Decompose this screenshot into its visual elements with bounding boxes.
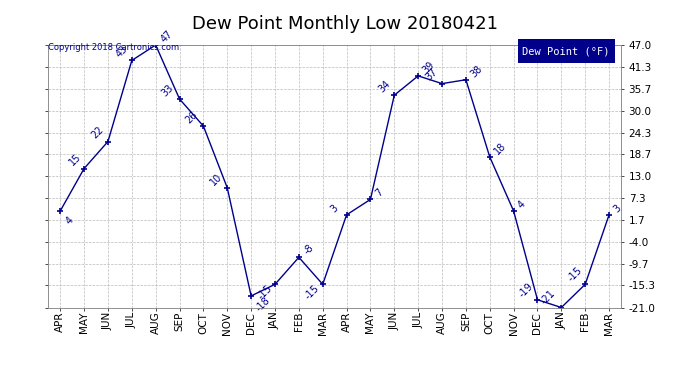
Text: 39: 39 — [421, 59, 437, 75]
Text: 4: 4 — [516, 199, 528, 210]
Text: 34: 34 — [376, 79, 392, 94]
Text: 18: 18 — [493, 141, 509, 156]
Text: -19: -19 — [517, 281, 535, 299]
Text: -8: -8 — [302, 243, 315, 256]
Text: Dew Point (°F): Dew Point (°F) — [522, 46, 610, 56]
Text: 3: 3 — [612, 202, 623, 214]
Text: 47: 47 — [159, 28, 175, 44]
Text: 15: 15 — [68, 152, 83, 168]
Text: 38: 38 — [469, 63, 484, 79]
Text: -18: -18 — [254, 295, 272, 313]
Text: 3: 3 — [328, 202, 340, 214]
Text: -15: -15 — [304, 284, 322, 302]
Text: -15: -15 — [255, 284, 274, 302]
Text: Dew Point Monthly Low 20180421: Dew Point Monthly Low 20180421 — [192, 15, 498, 33]
Text: 10: 10 — [208, 171, 224, 187]
Text: 4: 4 — [64, 216, 76, 227]
Text: 26: 26 — [184, 110, 200, 125]
Text: 7: 7 — [373, 187, 385, 199]
Text: 43: 43 — [114, 44, 130, 60]
Text: 33: 33 — [160, 82, 176, 98]
Text: -15: -15 — [566, 265, 584, 284]
Text: 22: 22 — [90, 125, 106, 141]
Text: 37: 37 — [424, 67, 440, 83]
Text: -21: -21 — [539, 288, 558, 307]
Text: Copyright 2018 Cartronics.com: Copyright 2018 Cartronics.com — [48, 43, 179, 52]
